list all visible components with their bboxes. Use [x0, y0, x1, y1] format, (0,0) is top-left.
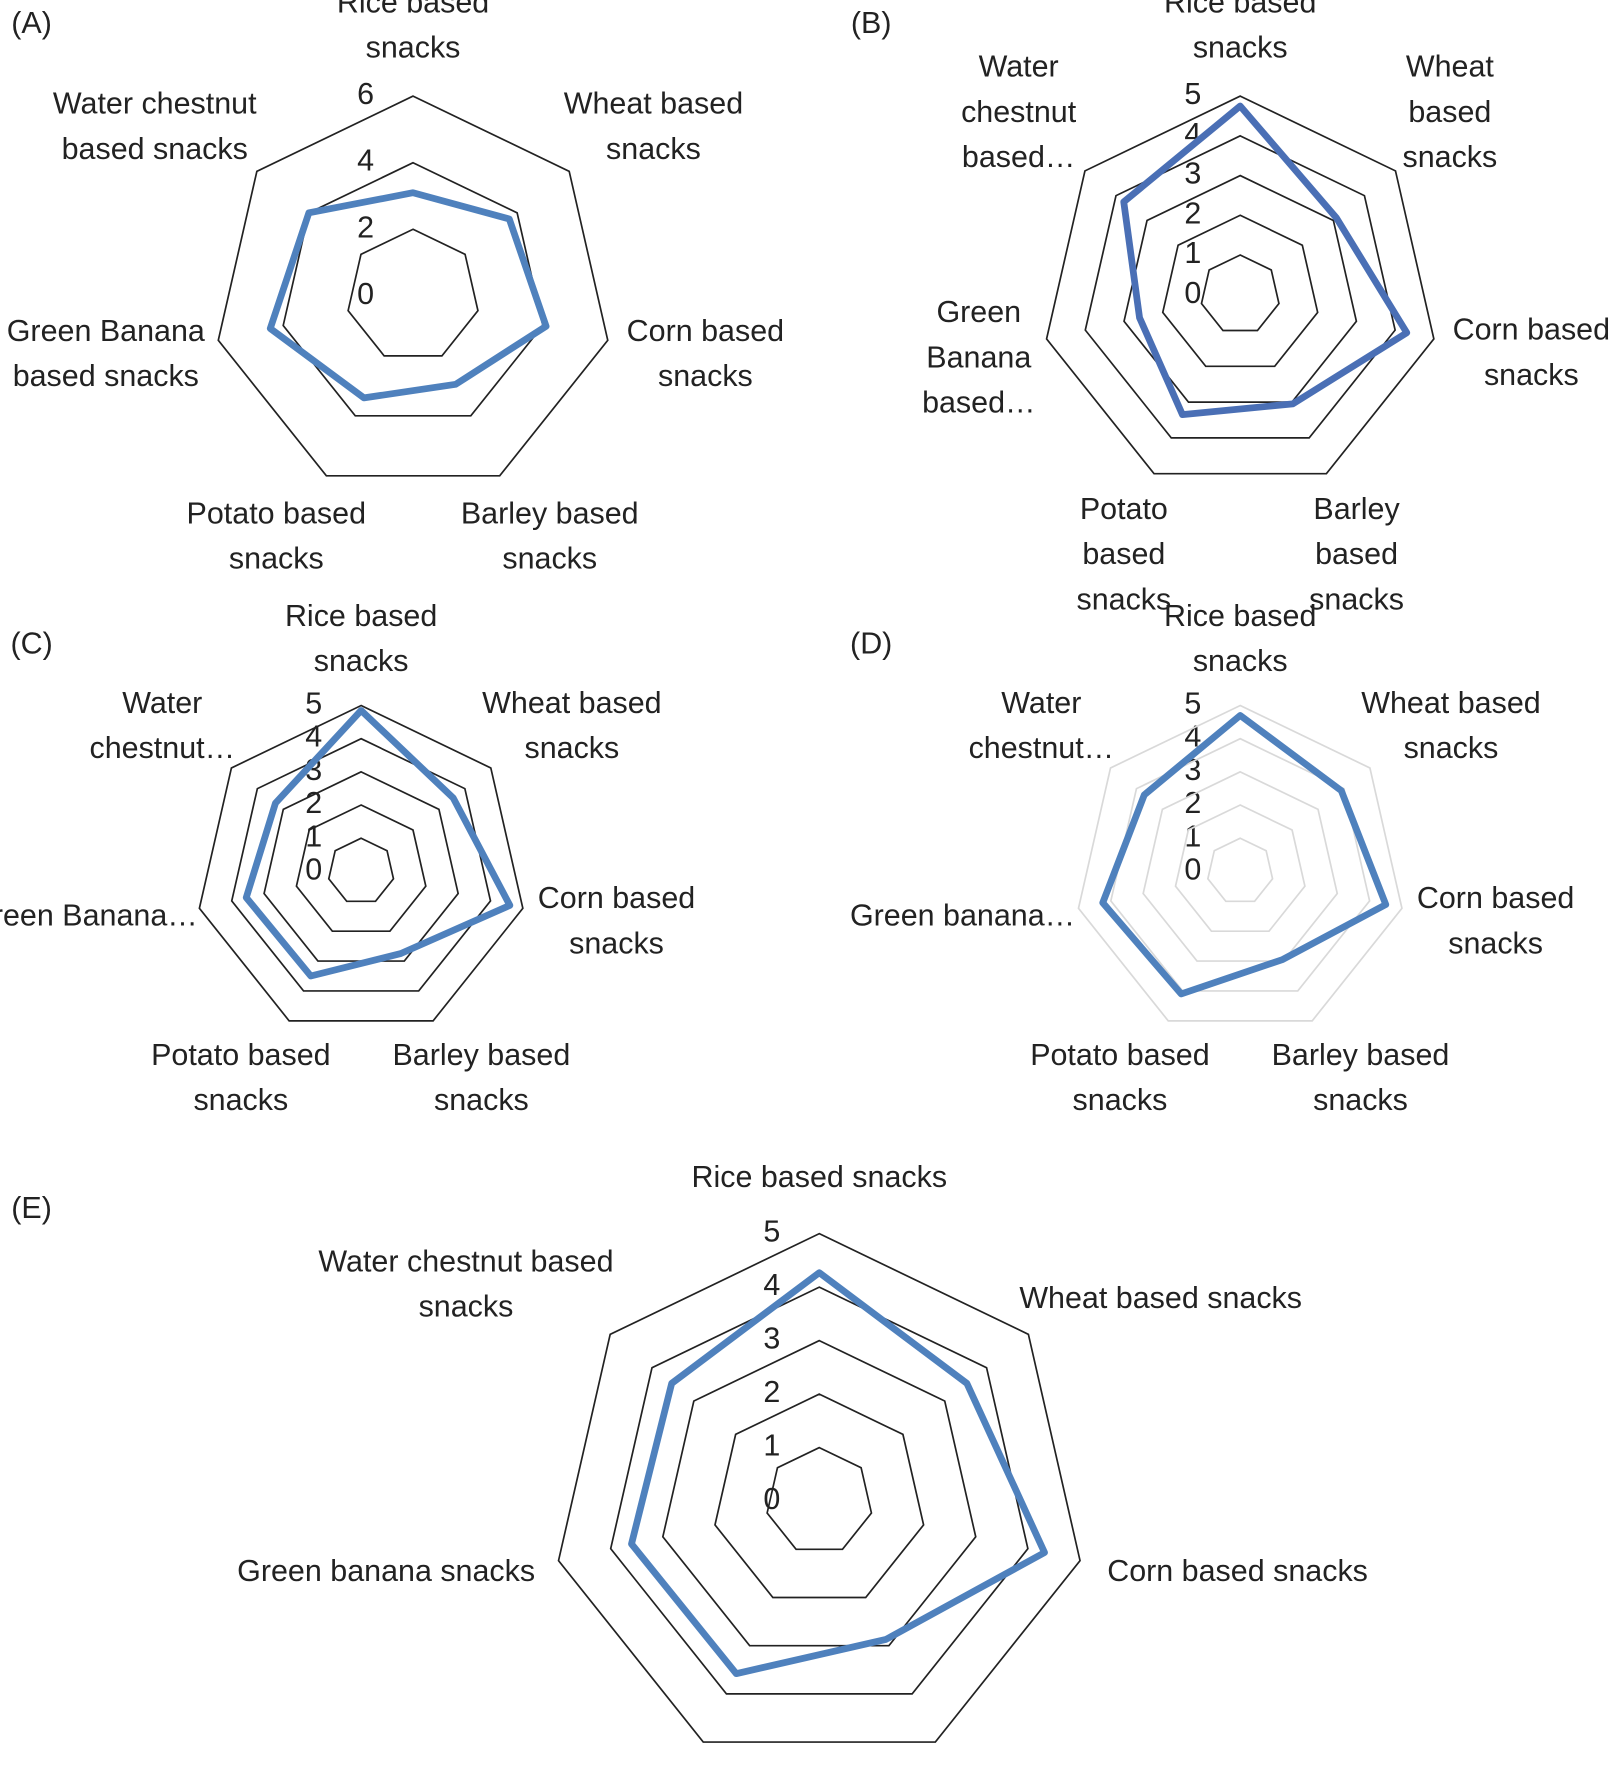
tick-label: 4	[305, 720, 322, 754]
category-label: Wheat based snacks	[1361, 686, 1540, 765]
tick-label: 2	[357, 210, 374, 244]
category-label: Rice based snacks	[285, 599, 437, 678]
category-label: Potato based snacks	[1076, 492, 1171, 616]
panel-label: (A)	[11, 6, 52, 40]
category-label: Barley based snacks	[461, 497, 639, 576]
series-line	[1099, 712, 1390, 998]
grid-ring	[230, 737, 492, 992]
grid-ring	[198, 704, 524, 1022]
grid-ring	[766, 1446, 873, 1551]
category-label: Rice based snacks	[337, 0, 489, 65]
series-line	[628, 1269, 1048, 1678]
grid-ring	[1045, 95, 1435, 475]
category-label: Wheat based snacks	[564, 87, 743, 166]
category-label: Wheat based snacks	[1019, 1281, 1302, 1315]
panel-label: (B)	[851, 6, 892, 40]
grid-ring	[1200, 254, 1280, 332]
tick-label: 0	[1184, 276, 1201, 310]
grid-ring	[1174, 804, 1306, 933]
tick-label: 4	[763, 1268, 780, 1302]
category-label: Potato based snacks	[151, 1038, 330, 1117]
tick-label: 5	[305, 687, 322, 721]
category-label: Water chestnut based snacks	[53, 87, 257, 166]
grid-ring	[295, 804, 427, 933]
tick-label: 0	[357, 277, 374, 311]
grid-ring	[609, 1286, 1029, 1695]
category-label: Rice based snacks	[1164, 0, 1316, 65]
category-label: Barley based snacks	[1272, 1038, 1450, 1117]
category-label: Rice based snacks	[691, 1160, 947, 1194]
series-line	[266, 189, 550, 402]
grid-ring	[282, 161, 544, 417]
category-label: Green banana snacks	[237, 1554, 535, 1588]
category-label: Potato based snacks	[187, 497, 366, 576]
category-label: Green banana…	[850, 899, 1075, 933]
category-label: Water chestnut…	[89, 686, 235, 765]
category-label: Barley based snacks	[393, 1038, 571, 1117]
grid-ring	[557, 1232, 1081, 1743]
category-label: Corn based snacks	[1453, 313, 1610, 392]
tick-label: 6	[357, 77, 374, 111]
tick-label: 2	[763, 1375, 780, 1409]
tick-label: 3	[1184, 157, 1201, 191]
grid-ring	[217, 95, 609, 477]
category-label: Water chestnut based…	[961, 50, 1077, 174]
category-label: Rice based snacks	[1164, 599, 1316, 678]
category-label: Corn based snacks	[627, 314, 784, 393]
grid-ring	[1123, 174, 1358, 403]
category-label: Corn based snacks	[1417, 881, 1574, 960]
tick-label: 0	[1184, 852, 1201, 886]
category-label: Wheat based snacks	[1402, 50, 1497, 174]
grid-ring	[1084, 134, 1397, 439]
grid-ring	[714, 1393, 925, 1599]
tick-label: 5	[1184, 687, 1201, 721]
tick-label: 2	[305, 786, 322, 820]
tick-label: 4	[1184, 720, 1201, 754]
tick-label: 1	[1184, 819, 1201, 853]
grid-ring	[1142, 770, 1339, 962]
panel-label: (C)	[10, 627, 52, 661]
category-label: Wheat based snacks	[482, 686, 661, 765]
tick-label: 5	[763, 1215, 780, 1249]
grid-ring	[347, 228, 479, 357]
grid-ring	[661, 1339, 977, 1647]
grid-ring	[327, 837, 395, 903]
tick-label: 4	[357, 144, 374, 178]
category-label: Green Banana based snacks	[7, 314, 205, 393]
tick-label: 3	[763, 1322, 780, 1356]
grid-ring	[1077, 704, 1403, 1022]
grid-ring	[1161, 214, 1319, 368]
tick-label: 0	[763, 1482, 780, 1516]
category-label: Green Banana…	[0, 899, 198, 933]
tick-label: 2	[1184, 786, 1201, 820]
grid-ring	[263, 770, 460, 962]
tick-label: 5	[1184, 77, 1201, 111]
panel-label: (E)	[11, 1191, 52, 1225]
tick-label: 1	[305, 819, 322, 853]
category-label: Corn based snacks	[1107, 1554, 1368, 1588]
tick-label: 0	[305, 852, 322, 886]
tick-label: 1	[763, 1429, 780, 1463]
tick-label: 2	[1184, 196, 1201, 230]
category-label: Green Banana based…	[922, 295, 1035, 419]
category-label: Water chestnut based snacks	[318, 1245, 613, 1324]
series-line	[242, 707, 514, 980]
grid-ring	[1206, 837, 1274, 903]
category-label: Barley based snacks	[1309, 492, 1404, 616]
panel-label: (D)	[850, 627, 892, 661]
category-label: Water chestnut…	[969, 686, 1115, 765]
tick-label: 1	[1184, 236, 1201, 270]
category-label: Corn based snacks	[538, 881, 695, 960]
category-label: Potato based snacks	[1030, 1038, 1209, 1117]
series-line	[1120, 102, 1411, 418]
